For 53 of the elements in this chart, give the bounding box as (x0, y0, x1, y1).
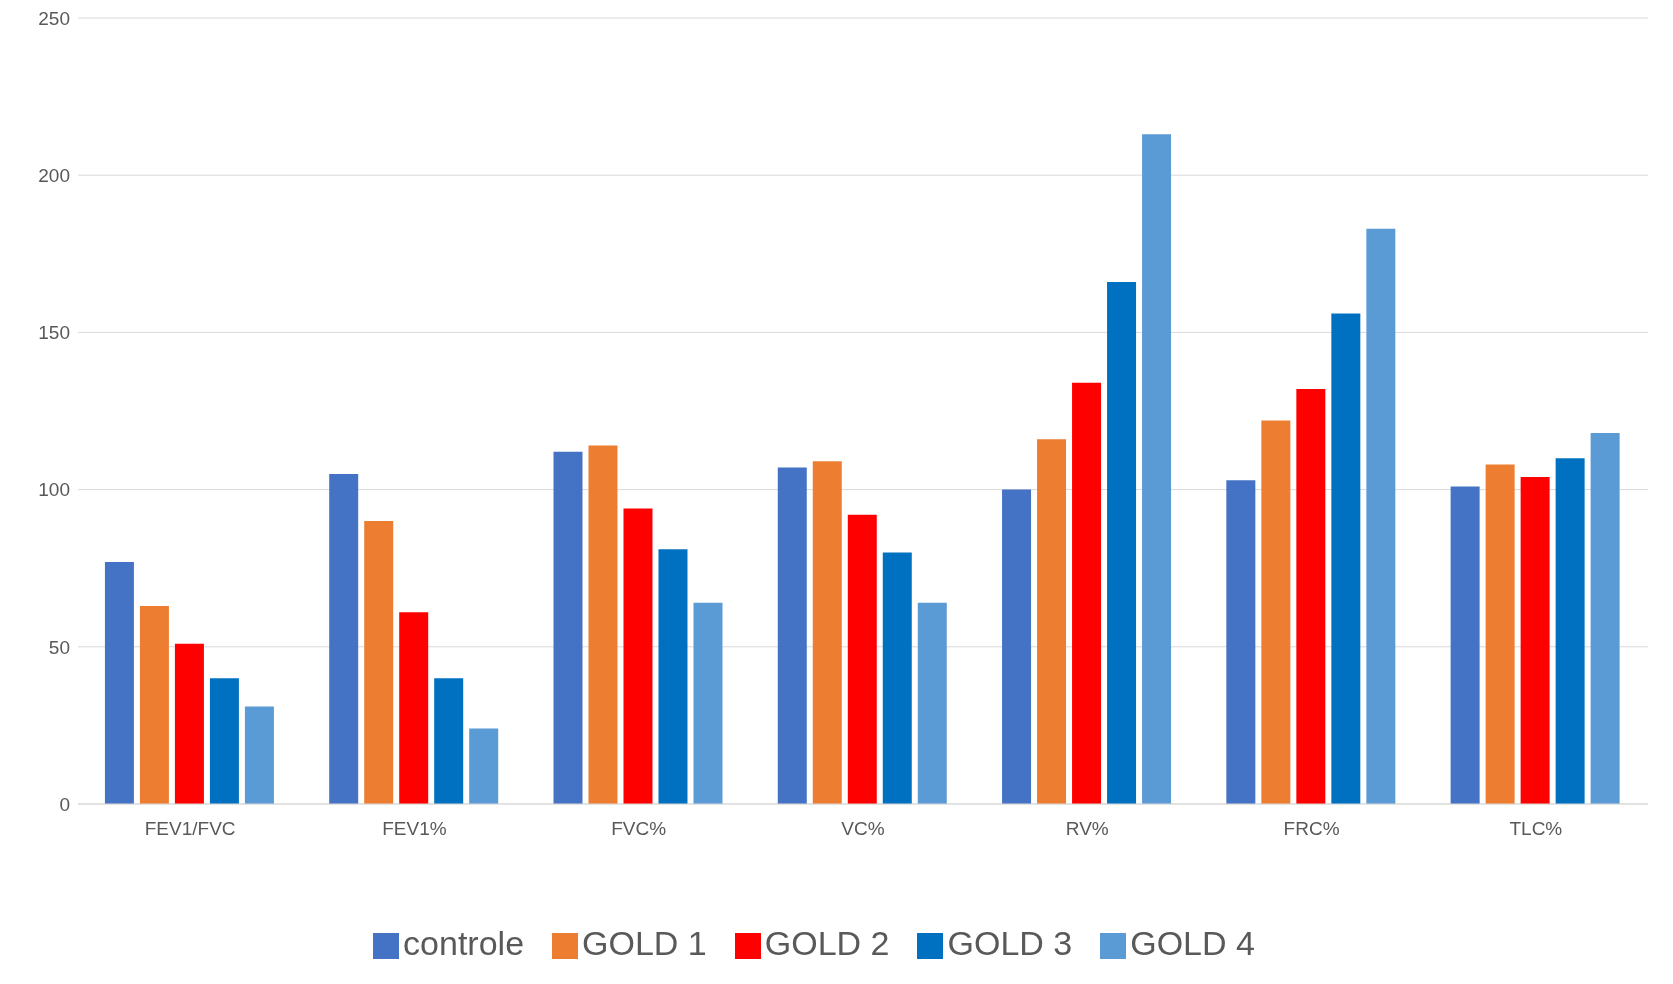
bar (812, 461, 842, 804)
bar (882, 552, 912, 804)
bar (364, 521, 394, 804)
x-tick-label: FRC% (1283, 818, 1340, 840)
legend-label: GOLD 2 (764, 924, 890, 962)
bar (588, 445, 618, 804)
bar (1072, 382, 1102, 804)
bar (434, 678, 464, 804)
legend-label: GOLD 1 (582, 924, 707, 962)
x-tick-label: FEV1% (382, 818, 447, 840)
x-tick-label: RV% (1065, 818, 1109, 840)
bar (1331, 313, 1361, 804)
y-tick-label: 100 (38, 479, 70, 501)
bar (777, 467, 807, 804)
bar (1555, 458, 1585, 804)
bar (1002, 489, 1032, 804)
y-tick-label: 200 (38, 164, 70, 186)
y-tick-label: 150 (38, 322, 70, 344)
bar (1450, 486, 1480, 804)
bar (553, 451, 583, 804)
bar (917, 602, 947, 804)
legend-label: GOLD 3 (947, 924, 1073, 962)
bar (1037, 439, 1067, 804)
bar (847, 514, 877, 804)
bar (693, 602, 723, 804)
legend-label: controle (403, 924, 525, 962)
bar (244, 706, 274, 804)
bar (139, 605, 169, 804)
x-tick-label: FEV1/FVC (144, 818, 236, 840)
bar (399, 612, 429, 804)
bar (104, 561, 134, 804)
bar (1261, 420, 1291, 804)
bar (1590, 433, 1620, 804)
bar (1107, 282, 1137, 804)
bar (623, 508, 653, 804)
x-tick-label: FVC% (611, 818, 667, 840)
y-tick-label: 0 (59, 793, 70, 815)
legend-label: GOLD 4 (1130, 924, 1255, 962)
bar (1226, 480, 1256, 804)
x-tick-label: VC% (841, 818, 885, 840)
bar (329, 473, 359, 804)
bar (469, 728, 499, 804)
bar (1142, 134, 1172, 804)
bar (658, 549, 688, 804)
y-tick-label: 250 (38, 7, 70, 29)
bar (1296, 388, 1326, 804)
y-tick-label: 50 (48, 636, 70, 658)
x-tick-label: TLC% (1509, 818, 1563, 840)
bar (174, 643, 204, 804)
bar (1485, 464, 1515, 804)
bar (209, 678, 239, 804)
bar (1366, 228, 1396, 804)
bar (1520, 477, 1550, 804)
